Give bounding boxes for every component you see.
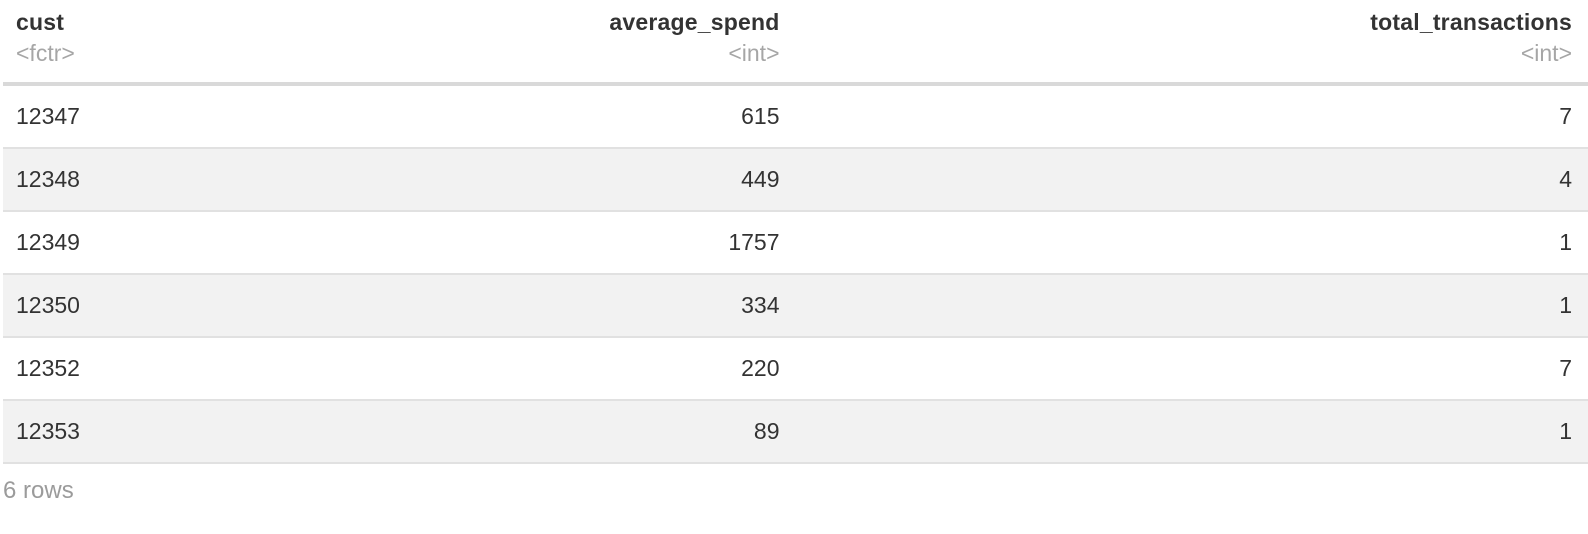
- table-cell: 1: [795, 274, 1588, 338]
- table-row: 12353 89 1: [3, 400, 1588, 464]
- column-header-average-spend: average_spend <int>: [399, 0, 796, 86]
- column-name: total_transactions: [1370, 9, 1572, 35]
- table-cell: 12352: [3, 337, 400, 401]
- column-type: <int>: [728, 40, 780, 66]
- table-cell: 4: [795, 148, 1588, 212]
- table-body: 12347 615 7 12348 449 4 12349 1757 1 12350 334 1 123…: [3, 84, 1588, 464]
- table-cell: 449: [399, 148, 796, 212]
- table-cell: 1757: [399, 211, 796, 275]
- table-cell: 89: [399, 400, 796, 464]
- table-cell: 12353: [3, 400, 400, 464]
- table-cell: 615: [399, 84, 796, 149]
- column-type: <fctr>: [16, 40, 75, 66]
- table-cell: 220: [399, 337, 796, 401]
- column-type: <int>: [1520, 40, 1572, 66]
- table-cell: 7: [795, 84, 1588, 149]
- table-cell: 12350: [3, 274, 400, 338]
- table-cell: 1: [795, 400, 1588, 464]
- column-name: average_spend: [609, 9, 780, 35]
- dataframe-output: cust <fctr> average_spend <int> total_tr…: [3, 0, 1588, 504]
- table-row: 12350 334 1: [3, 274, 1588, 338]
- table-row: 12352 220 7: [3, 337, 1588, 401]
- table-cell: 12347: [3, 84, 400, 149]
- table-row: 12348 449 4: [3, 148, 1588, 212]
- column-header-cust: cust <fctr>: [3, 0, 400, 86]
- table-row: 12349 1757 1: [3, 211, 1588, 275]
- data-table: cust <fctr> average_spend <int> total_tr…: [3, 0, 1588, 464]
- row-count-caption: 6 rows: [3, 477, 74, 504]
- table-cell: 7: [795, 337, 1588, 401]
- table-cell: 12349: [3, 211, 400, 275]
- table-row: 12347 615 7: [3, 84, 1588, 149]
- table-cell: 12348: [3, 148, 400, 212]
- column-header-total-transactions: total_transactions <int>: [795, 0, 1588, 86]
- column-name: cust: [16, 9, 65, 35]
- header-row: cust <fctr> average_spend <int> total_tr…: [3, 0, 1588, 86]
- table-cell: 334: [399, 274, 796, 338]
- table-cell: 1: [795, 211, 1588, 275]
